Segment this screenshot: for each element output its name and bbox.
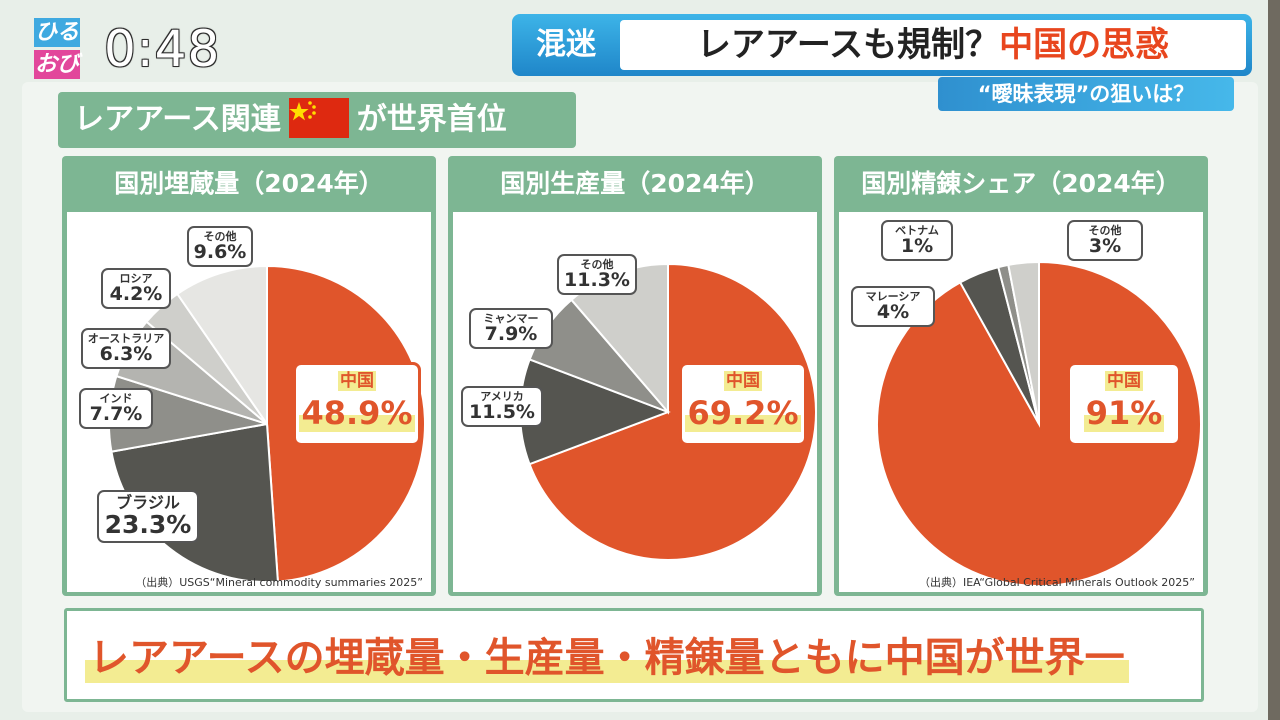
pie-slice (175, 264, 268, 428)
headline-main: レアアースも規制？ (696, 25, 1000, 65)
chart-area: その他 11.3% ミャンマー 7.9% アメリカ 11.5% 中国 69.2% (453, 212, 817, 592)
label-myanmar: ミャンマー 7.9% (469, 308, 553, 350)
program-logo: ひる おび (34, 18, 80, 80)
production-pie-chart (519, 262, 817, 561)
label-other: その他 9.6% (187, 226, 253, 268)
label-china: 中国 91% (1067, 362, 1181, 446)
headline: レアアースも規制？中国の思惑 (620, 20, 1246, 70)
board-title-before: レアアース関連 (74, 102, 281, 137)
label-usa: アメリカ 11.5% (461, 386, 543, 428)
edge-strip (1268, 0, 1280, 720)
headline-accent: 中国の思惑 (999, 25, 1170, 65)
label-other: その他 11.3% (557, 254, 637, 296)
panel-title: 国別精錬シェア（2024年） (861, 169, 1181, 198)
topic-tag: 混迷 (536, 27, 596, 62)
refining-pie-chart (876, 260, 1202, 587)
source-note: （出典）IEA“Global Critical Minerals Outlook… (918, 576, 1195, 589)
subheadline: “曖昧表現”の狙いは？ (938, 77, 1234, 111)
source-note: （出典）USGS“Mineral commodity summaries 202… (135, 576, 423, 589)
pie-slice (528, 262, 817, 561)
label-russia: ロシア 4.2% (101, 268, 171, 310)
label-malaysia: マレーシア 4% (851, 286, 935, 328)
conclusion-box: レアアースの埋蔵量・生産量・精錬量ともに中国が世界一 (64, 608, 1204, 702)
refining-panel: 国別精錬シェア（2024年） ベトナム 1% その他 3% マレーシア 4% 中国 91… (834, 156, 1208, 596)
chart-area: その他 9.6% ロシア 4.2% オーストラリア 6.3% インド 7.7% ブラジル… (67, 212, 431, 592)
label-other: その他 3% (1067, 220, 1143, 262)
panel-title: 国別生産量（2024年） (500, 169, 770, 198)
label-china: 中国 48.9% (293, 362, 421, 446)
label-china: 中国 69.2% (679, 362, 807, 446)
conclusion-text: レアアースの埋蔵量・生産量・精錬量ともに中国が世界一 (85, 625, 1129, 683)
pie-slice (1007, 260, 1040, 425)
label-india: インド 7.7% (79, 388, 153, 430)
production-panel: 国別生産量（2024年） その他 11.3% ミャンマー 7.9% アメリカ 11.5… (448, 156, 822, 596)
clock: 0:48 (104, 20, 221, 78)
board-title: レアアース関連 が世界首位 (58, 92, 576, 148)
label-brazil: ブラジル 23.3% (97, 490, 199, 544)
label-vietnam: ベトナム 1% (881, 220, 953, 262)
china-flag-icon (288, 97, 349, 138)
board-title-after: が世界首位 (356, 102, 507, 137)
label-australia: オーストラリア 6.3% (81, 328, 171, 370)
chart-area: ベトナム 1% その他 3% マレーシア 4% 中国 91% （出典）IEA“Globa… (839, 212, 1203, 592)
reserves-panel: 国別埋蔵量（2024年） その他 9.6% ロシア 4.2% オーストラリア 6.3%… (62, 156, 436, 596)
logo-bottom: おび (34, 50, 80, 79)
panel-title: 国別埋蔵量（2024年） (114, 169, 384, 198)
headline-banner: 混迷 レアアースも規制？中国の思惑 (512, 14, 1252, 76)
logo-top: ひる (34, 18, 80, 47)
